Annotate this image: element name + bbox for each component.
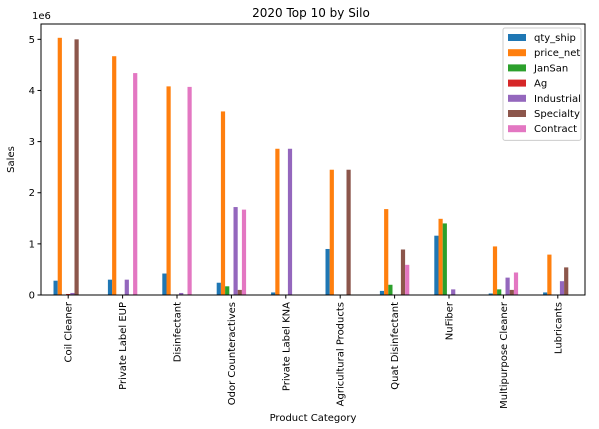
bar-industrial-3 <box>233 207 238 295</box>
x-tick-label: NuFiber <box>445 301 456 340</box>
bar-price-net-7 <box>438 218 443 295</box>
y-tick-label: 0 <box>29 291 35 302</box>
x-tick-label: Private Label KNA <box>281 302 292 391</box>
legend-label-specialty: Specialty <box>534 109 580 120</box>
bar-price-net-0 <box>57 37 62 295</box>
legend-swatch-jansan <box>508 64 526 72</box>
y-axis-label: Sales <box>6 146 17 173</box>
bar-contract-2 <box>187 86 192 295</box>
x-tick-label: Disinfectant <box>173 302 184 362</box>
bar-price-net-1 <box>112 56 117 295</box>
bar-price-net-9 <box>547 254 552 295</box>
legend-label-jansan: JanSan <box>533 63 568 74</box>
x-tick-label: Private Label EUP <box>118 302 129 390</box>
legend-swatch-ag <box>508 79 526 87</box>
bar-contract-6 <box>405 264 410 295</box>
bar-specialty-8 <box>509 289 514 295</box>
legend-swatch-specialty <box>508 110 526 117</box>
bar-specialty-9 <box>564 267 569 295</box>
bar-industrial-4 <box>287 148 293 295</box>
legend-swatch-contract <box>508 125 526 133</box>
bar-jansan-6 <box>388 284 393 295</box>
bar-qty-ship-4 <box>271 292 276 295</box>
x-tick-label: Multipurpose Cleaner <box>499 301 510 409</box>
bar-industrial-7 <box>451 289 456 295</box>
legend-label-price-net: price_net <box>534 48 580 59</box>
bar-contract-8 <box>513 272 519 295</box>
x-tick-label: Quat Disinfectant <box>390 302 401 390</box>
bar-industrial-9 <box>559 281 565 295</box>
plot-frame <box>40 23 586 296</box>
bar-qty-ship-2 <box>162 273 167 295</box>
y-tick-label: 5 <box>29 35 35 46</box>
bar-price-net-2 <box>166 86 171 295</box>
x-tick-label: Odor Counteractives <box>227 302 238 405</box>
bar-jansan-8 <box>497 289 502 295</box>
bar-jansan-3 <box>225 286 230 295</box>
bar-industrial-1 <box>124 279 129 295</box>
bar-qty-ship-1 <box>107 279 113 295</box>
bar-industrial-8 <box>505 277 510 295</box>
x-axis-label: Product Category <box>270 413 357 424</box>
x-tick-label: Agricultural Products <box>336 302 347 406</box>
bar-price-net-4 <box>275 148 280 295</box>
bar-qty-ship-0 <box>53 280 58 295</box>
x-tick-label: Lubricants <box>553 302 564 354</box>
bar-qty-ship-7 <box>434 235 439 295</box>
bars-group <box>53 37 569 295</box>
bar-price-net-3 <box>220 111 226 295</box>
bar-industrial-2 <box>179 292 184 295</box>
x-tick-label: Coil Cleaner <box>64 301 75 362</box>
bar-specialty-0 <box>74 39 79 295</box>
bar-qty-ship-6 <box>379 290 385 295</box>
y-tick-label: 1 <box>29 239 35 250</box>
bar-price-net-8 <box>492 246 498 295</box>
bar-ag-0 <box>66 293 71 295</box>
legend: qty_ship price_net JanSan Ag Industrial Speci… <box>502 27 582 141</box>
bar-price-net-5 <box>329 169 334 295</box>
y-scale-label: 1e6 <box>32 11 51 22</box>
bar-specialty-6 <box>400 249 406 295</box>
bar-qty-ship-8 <box>488 293 493 295</box>
y-tick-label: 2 <box>29 188 35 199</box>
bar-specialty-5 <box>346 169 351 295</box>
bar-specialty-3 <box>237 289 242 295</box>
y-axis: 0 1 2 3 4 5 <box>29 35 41 302</box>
x-axis: Coil Cleaner Private Label EUP Disinfectan… <box>64 295 564 409</box>
bar-industrial-0 <box>70 292 75 295</box>
legend-label-industrial: Industrial <box>534 94 581 105</box>
bar-qty-ship-9 <box>543 292 548 295</box>
legend-swatch-industrial <box>508 94 526 102</box>
bar-price-net-6 <box>384 209 389 295</box>
bar-contract-3 <box>241 209 247 295</box>
bar-qty-ship-5 <box>325 248 330 295</box>
bar-contract-1 <box>133 73 138 295</box>
y-tick-label: 4 <box>29 86 35 97</box>
bar-qty-ship-3 <box>216 282 221 295</box>
legend-label-contract: Contract <box>534 124 577 135</box>
legend-swatch-price-net <box>508 49 526 57</box>
chart-title: 2020 Top 10 by Silo <box>252 6 370 20</box>
y-tick-label: 3 <box>29 137 35 148</box>
legend-label-qty-ship: qty_ship <box>534 33 576 44</box>
bar-jansan-7 <box>442 223 447 295</box>
legend-label-ag: Ag <box>534 79 547 90</box>
legend-swatch-qty-ship <box>508 34 526 41</box>
